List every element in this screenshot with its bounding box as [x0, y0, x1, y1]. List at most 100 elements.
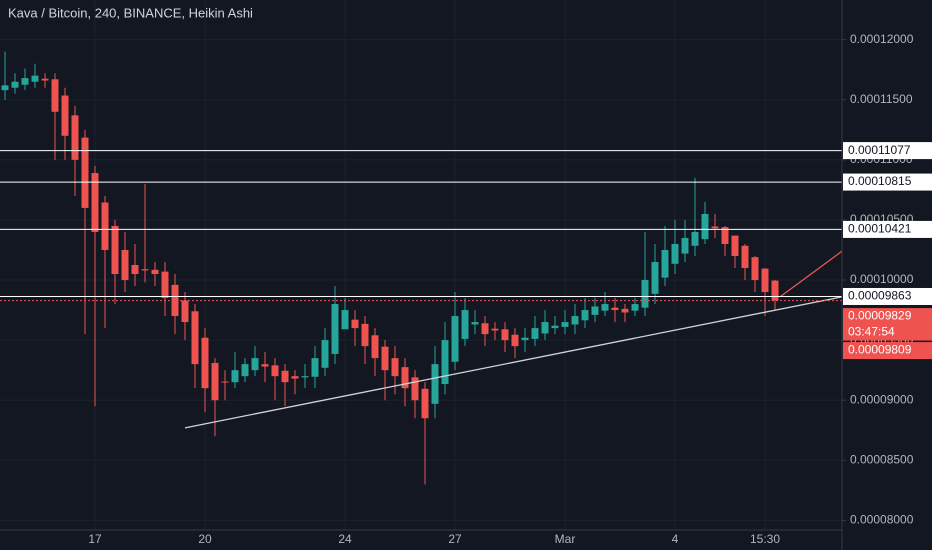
candle-body — [121, 249, 129, 281]
candle-body — [581, 310, 589, 321]
candle-body — [511, 334, 519, 347]
candle-body — [151, 269, 159, 275]
y-tick-label: 0.00008000 — [850, 513, 914, 527]
bid-price-label-box — [843, 342, 932, 360]
candle-body — [221, 381, 229, 383]
candle-body — [641, 280, 649, 308]
level-label: 0.00010815 — [848, 174, 912, 188]
candle-body — [161, 271, 169, 299]
candle-body — [711, 226, 719, 229]
candle-body — [611, 307, 619, 311]
candle-body — [541, 322, 549, 334]
countdown: 03:47:54 — [848, 325, 895, 339]
y-tick-label: 0.00009000 — [850, 392, 914, 406]
level-label: 0.00011077 — [848, 143, 911, 157]
candle-body — [421, 388, 429, 419]
candle-body — [601, 304, 609, 311]
candle-body — [191, 311, 199, 365]
x-tick-label: 4 — [672, 532, 679, 546]
level-label: 0.00009863 — [848, 289, 912, 303]
ray — [779, 250, 843, 298]
candle-body — [141, 269, 149, 271]
x-tick-label: 27 — [448, 532, 462, 546]
candle-body — [321, 340, 329, 368]
candle-body — [441, 340, 449, 384]
level-label: 0.00010421 — [848, 222, 912, 236]
candle-body — [761, 268, 769, 293]
x-tick-label: 17 — [88, 532, 102, 546]
candle-body — [621, 308, 629, 313]
level-label-box — [843, 287, 932, 305]
candle-body — [171, 284, 179, 317]
bid-price-label: 0.00009809 — [848, 343, 912, 357]
candle-body — [181, 300, 189, 323]
candle-body — [741, 245, 749, 269]
x-tick-label: 20 — [198, 532, 212, 546]
candle-body — [401, 367, 409, 389]
candle-body — [351, 319, 359, 329]
candle-body — [241, 364, 249, 377]
candle-body — [361, 323, 369, 347]
candle-body — [501, 329, 509, 341]
candle-body — [231, 370, 239, 383]
candle-body — [81, 137, 89, 208]
candle-body — [531, 328, 539, 339]
candle-body — [1, 85, 9, 91]
candle-body — [291, 376, 299, 379]
candle-body — [461, 310, 469, 339]
candle-body — [391, 358, 399, 377]
last-price-label-box — [843, 308, 932, 326]
candle-body — [41, 78, 49, 81]
candle-body — [31, 75, 39, 82]
candle-body — [451, 316, 459, 362]
candle-body — [301, 376, 309, 378]
plot — [0, 51, 843, 485]
candle-body — [591, 306, 599, 315]
candle-body — [481, 323, 489, 335]
y-tick-label: 0.00012000 — [850, 32, 914, 46]
candle-body — [471, 322, 479, 325]
candle-body — [771, 280, 779, 301]
grid — [0, 0, 842, 530]
candle-body — [311, 358, 319, 377]
candle-body — [521, 337, 529, 341]
candle-body — [281, 370, 289, 383]
candle-body — [101, 202, 109, 250]
candle-body — [271, 365, 279, 377]
y-tick-label: 0.00011500 — [850, 92, 913, 106]
candle-body — [651, 261, 659, 294]
level-label-box — [843, 142, 932, 160]
candle-body — [721, 227, 729, 244]
x-tick-label: Mar — [555, 532, 576, 546]
countdown-box — [843, 324, 932, 341]
candle-body — [701, 213, 709, 240]
candle-body — [61, 95, 69, 136]
trendline — [184, 296, 843, 429]
candle-body — [681, 237, 689, 254]
candle-body — [21, 78, 29, 85]
level-label-box — [843, 173, 932, 191]
candle-body — [671, 243, 679, 264]
candle-body — [331, 304, 339, 354]
candle-body — [631, 304, 639, 311]
y-tick-label: 0.00008500 — [850, 452, 914, 466]
candle-body — [131, 265, 139, 275]
level-label-box — [843, 220, 932, 238]
x-tick-label: 15:30 — [750, 532, 780, 546]
candle-body — [731, 235, 739, 256]
candle-body — [561, 322, 569, 327]
candle-body — [211, 362, 219, 401]
candle-body — [91, 173, 99, 232]
candle-body — [551, 325, 559, 329]
candle-body — [381, 346, 389, 371]
candle-body — [571, 316, 579, 325]
candle-body — [261, 364, 269, 367]
axes: 0.000080000.000085000.000090000.00009500… — [88, 32, 932, 546]
candle-body — [341, 310, 349, 330]
candle-body — [251, 358, 259, 371]
candle-body — [201, 337, 209, 389]
candle-body — [751, 257, 759, 281]
